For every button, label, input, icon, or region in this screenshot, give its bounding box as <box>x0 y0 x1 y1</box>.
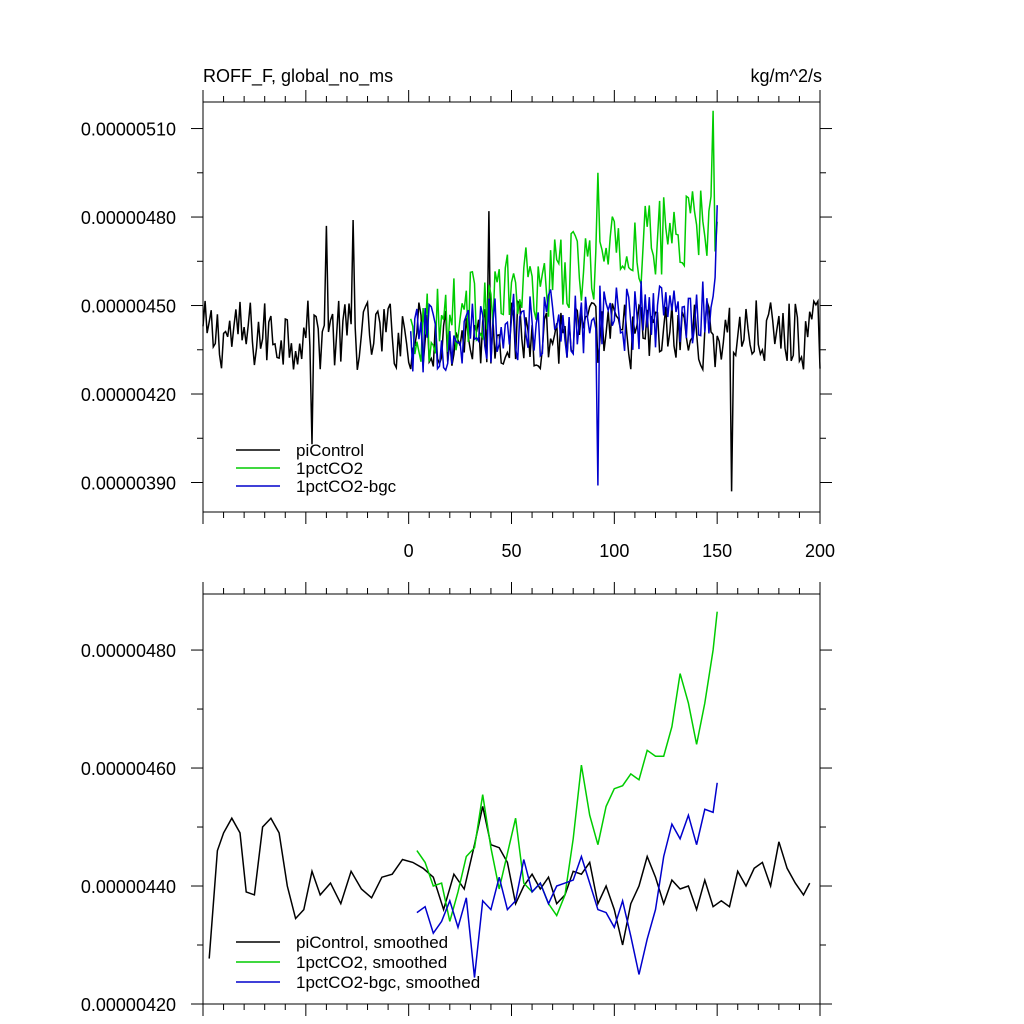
legend-label: piControl <box>296 441 364 460</box>
legend-label: 1pctCO2, smoothed <box>296 953 447 972</box>
top-axes: 0.00000390 0.00000420 0.00000450 0.00000480… <box>81 90 835 561</box>
series-line-picontrol-smoothed <box>208 806 811 959</box>
bottom-series-group <box>208 611 811 978</box>
top-panel-units: kg/m^2/s <box>751 66 822 86</box>
legend-label: 1pctCO2-bgc, smoothed <box>296 973 480 992</box>
legend-label: piControl, smoothed <box>296 933 448 952</box>
series-line-1pctco2-bgc-smoothed <box>416 782 718 978</box>
legend-label: 1pctCO2 <box>296 459 363 478</box>
y-tick-label: 0.00000420 <box>81 385 176 405</box>
y-tick-label: 0.00000460 <box>81 759 176 779</box>
series-line-1pctco2 <box>409 110 718 362</box>
series-line-picontrol <box>202 211 821 492</box>
x-tick-label: 0 <box>404 541 414 561</box>
series-line-1pctco2-smoothed <box>416 611 718 922</box>
x-tick-label: 100 <box>599 541 629 561</box>
top-panel: ROFF_F, global_no_ms kg/m^2/s 0.00000390… <box>81 66 835 561</box>
y-tick-label: 0.00000480 <box>81 641 176 661</box>
x-tick-label: 200 <box>805 541 835 561</box>
y-tick-label: 0.00000480 <box>81 208 176 228</box>
y-tick-label: 0.00000420 <box>81 995 176 1015</box>
y-tick-label: 0.00000510 <box>81 120 176 140</box>
x-tick-label: 150 <box>702 541 732 561</box>
bottom-axes: 0.00000420 0.00000440 0.00000460 0.00000480 <box>81 582 832 1016</box>
y-tick-label: 0.00000390 <box>81 474 176 494</box>
series-line-1pctco2-bgc <box>409 205 718 486</box>
y-tick-label: 0.00000440 <box>81 877 176 897</box>
legend-label: 1pctCO2-bgc <box>296 477 397 496</box>
top-series-group <box>202 110 821 492</box>
top-panel-title: ROFF_F, global_no_ms <box>203 66 393 87</box>
x-tick-label: 50 <box>501 541 521 561</box>
y-tick-label: 0.00000450 <box>81 297 176 317</box>
bottom-panel: 0.00000420 0.00000440 0.00000460 0.00000480… <box>81 582 832 1016</box>
